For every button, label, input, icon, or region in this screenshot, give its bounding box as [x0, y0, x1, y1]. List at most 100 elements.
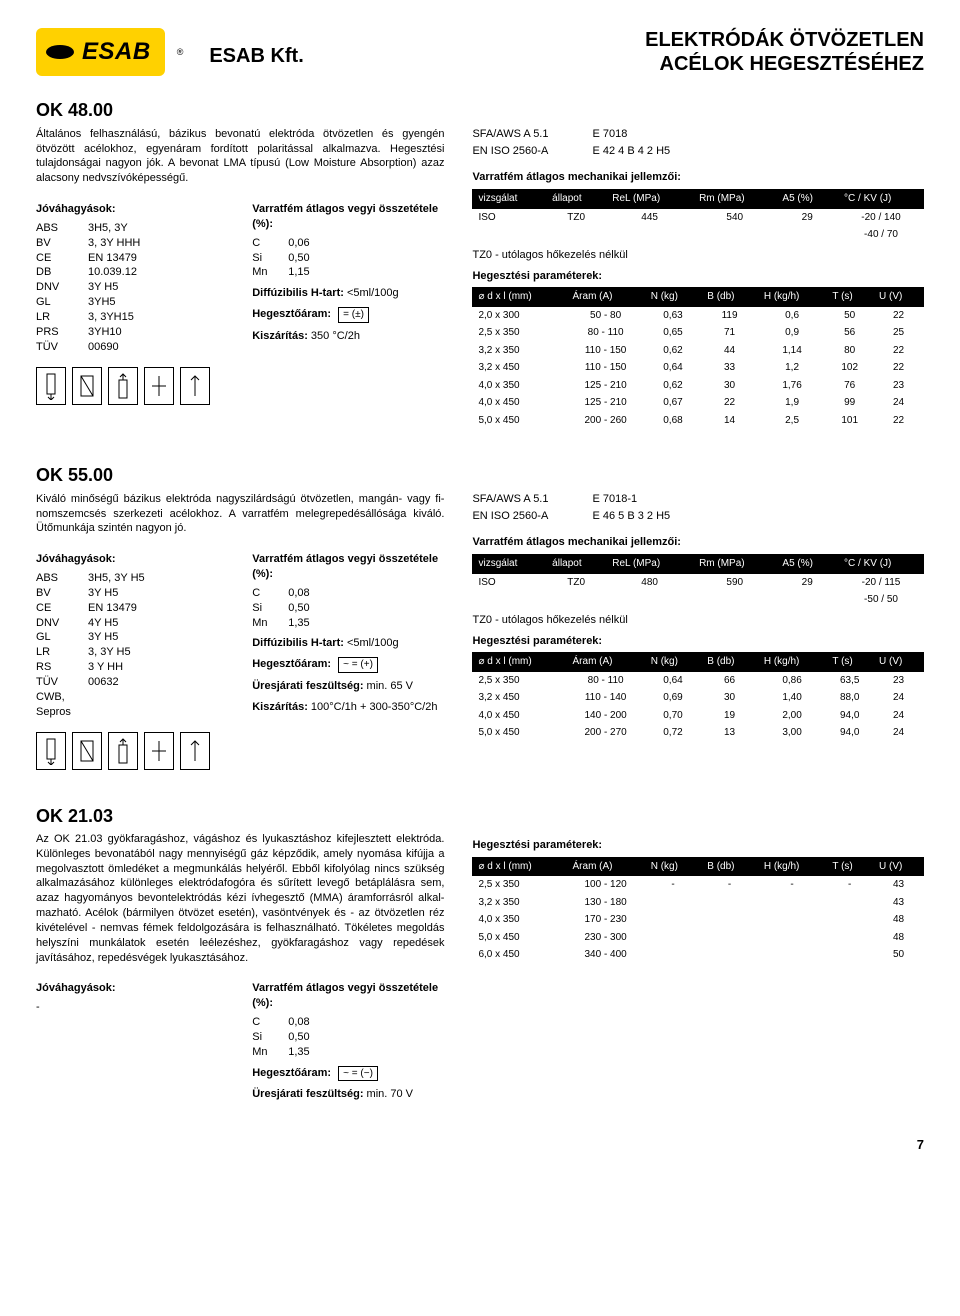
- col-header: N (kg): [645, 287, 702, 307]
- product-block: OK 21.03Az OK 21.03 gyökfaragáshoz, vágá…: [36, 804, 924, 1102]
- cell: [701, 894, 758, 912]
- cell: 540: [693, 209, 776, 227]
- ocv-note: Üresjárati feszültség: min. 65 V: [252, 679, 444, 694]
- current-note: Hegesztőáram: = (±): [252, 307, 444, 323]
- mech-heading: Varratfém átlagos mechanikai jellemzői:: [472, 535, 924, 550]
- composition-row: Si0,50: [252, 1030, 444, 1045]
- cell: 99: [826, 394, 873, 412]
- table-row: ISOTZ044554029-20 / 140: [472, 209, 924, 227]
- col-header: A5 (%): [776, 189, 838, 209]
- cell: 0,62: [645, 342, 702, 360]
- col-header: B (db): [701, 287, 758, 307]
- col-header: ⌀ d x l (mm): [472, 652, 566, 672]
- table-row: 5,0 x 450200 - 2600,68142,510122: [472, 412, 924, 430]
- cell: 110 - 150: [567, 359, 645, 377]
- cell: 5,0 x 450: [472, 724, 566, 742]
- cell: 25: [873, 324, 924, 342]
- approval-row: GL3YH5: [36, 295, 228, 310]
- cell: 23: [873, 672, 924, 690]
- cell: 0,72: [645, 724, 702, 742]
- col-header: H (kg/h): [758, 857, 827, 877]
- table-row: 2,5 x 350100 - 120----43: [472, 876, 924, 894]
- table-row: -40 / 70: [472, 226, 924, 244]
- cell: 3,2 x 450: [472, 359, 566, 377]
- cell: [606, 226, 693, 244]
- table-row: 4,0 x 450140 - 2000,70192,0094,024: [472, 707, 924, 725]
- approval-row: PRS3YH10: [36, 325, 228, 340]
- cell: 2,0 x 300: [472, 307, 566, 325]
- approval-row: ABS3H5, 3Y H5: [36, 571, 228, 586]
- cell: 13: [701, 724, 758, 742]
- cell: 125 - 210: [567, 377, 645, 395]
- cell: [472, 591, 546, 609]
- cell: [758, 894, 827, 912]
- params-table: ⌀ d x l (mm)Áram (A)N (kg)B (db)H (kg/h)…: [472, 287, 924, 429]
- approval-row: LR3, 3YH15: [36, 310, 228, 325]
- cell: 66: [701, 672, 758, 690]
- current-symbol: ~ = (+): [338, 657, 378, 673]
- approval-row: BV3, 3Y HHH: [36, 236, 228, 251]
- cell: 0,62: [645, 377, 702, 395]
- col-header: H (kg/h): [758, 652, 827, 672]
- cell: 19: [701, 707, 758, 725]
- cell: 140 - 200: [567, 707, 645, 725]
- cell: 0,86: [758, 672, 827, 690]
- weld-position-icon: [180, 367, 210, 405]
- weld-position-icon: [36, 732, 66, 770]
- cell: 22: [873, 359, 924, 377]
- diffusion-note: Diffúzibilis H-tart: <5ml/100g: [252, 286, 444, 301]
- page-header: ESAB ® ESAB Kft. ELEKTRÓDÁK ÖTVÖZETLEN A…: [36, 28, 924, 76]
- cell: [758, 911, 827, 929]
- cell: 340 - 400: [567, 946, 645, 964]
- product-description: Kiváló minőségű bázikus elektróda nagysz…: [36, 492, 444, 537]
- cell: ISO: [472, 574, 546, 592]
- mech-heading: Varratfém átlagos mechanikai jellemzői:: [472, 170, 924, 185]
- document-title: ELEKTRÓDÁK ÖTVÖZETLEN ACÉLOK HEGESZTÉSÉH…: [645, 28, 924, 76]
- table-row: 3,2 x 450110 - 1400,69301,4088,024: [472, 689, 924, 707]
- spec-row: SFA/AWS A 5.1E 7018: [472, 127, 924, 142]
- cell: 110 - 150: [567, 342, 645, 360]
- mech-table: vizsgálatállapotReL (MPa)Rm (MPa)A5 (%)°…: [472, 554, 924, 609]
- mech-table: vizsgálatállapotReL (MPa)Rm (MPa)A5 (%)°…: [472, 189, 924, 244]
- col-header: H (kg/h): [758, 287, 827, 307]
- cell: 5,0 x 450: [472, 412, 566, 430]
- cell: 4,0 x 450: [472, 707, 566, 725]
- composition-row: Mn1,15: [252, 265, 444, 280]
- col-header: vizsgálat: [472, 189, 546, 209]
- cell: 2,00: [758, 707, 827, 725]
- product-name: OK 55.00: [36, 463, 924, 487]
- cell: 0,9: [758, 324, 827, 342]
- weld-position-icon: [36, 367, 66, 405]
- doc-title-line1: ELEKTRÓDÁK ÖTVÖZETLEN: [645, 28, 924, 52]
- cell: -: [701, 876, 758, 894]
- cell: 80: [826, 342, 873, 360]
- registered-mark: ®: [177, 46, 184, 58]
- table-row: 2,5 x 35080 - 1100,65710,95625: [472, 324, 924, 342]
- product-name: OK 21.03: [36, 804, 924, 828]
- cell: 6,0 x 450: [472, 946, 566, 964]
- table-row: 4,0 x 350125 - 2100,62301,767623: [472, 377, 924, 395]
- col-header: A5 (%): [776, 554, 838, 574]
- cell: TZ0: [546, 209, 606, 227]
- cell: [701, 946, 758, 964]
- approval-row: TÜV00632: [36, 675, 228, 690]
- composition-row: Si0,50: [252, 601, 444, 616]
- cell: -40 / 70: [838, 226, 924, 244]
- params-table: ⌀ d x l (mm)Áram (A)N (kg)B (db)H (kg/h)…: [472, 652, 924, 742]
- table-row: 3,2 x 350110 - 1500,62441,148022: [472, 342, 924, 360]
- cell: 22: [873, 307, 924, 325]
- cell: 230 - 300: [567, 929, 645, 947]
- cell: -50 / 50: [838, 591, 924, 609]
- cell: 445: [606, 209, 693, 227]
- cell: 590: [693, 574, 776, 592]
- params-heading: Hegesztési paraméterek:: [472, 838, 924, 853]
- params-table: ⌀ d x l (mm)Áram (A)N (kg)B (db)H (kg/h)…: [472, 857, 924, 964]
- doc-title-line2: ACÉLOK HEGESZTÉSÉHEZ: [645, 52, 924, 76]
- cell: 0,64: [645, 672, 702, 690]
- cell: [693, 591, 776, 609]
- cell: [776, 226, 838, 244]
- weld-position-icon: [180, 732, 210, 770]
- cell: 30: [701, 689, 758, 707]
- table-row: ISOTZ048059029-20 / 115: [472, 574, 924, 592]
- col-header: U (V): [873, 287, 924, 307]
